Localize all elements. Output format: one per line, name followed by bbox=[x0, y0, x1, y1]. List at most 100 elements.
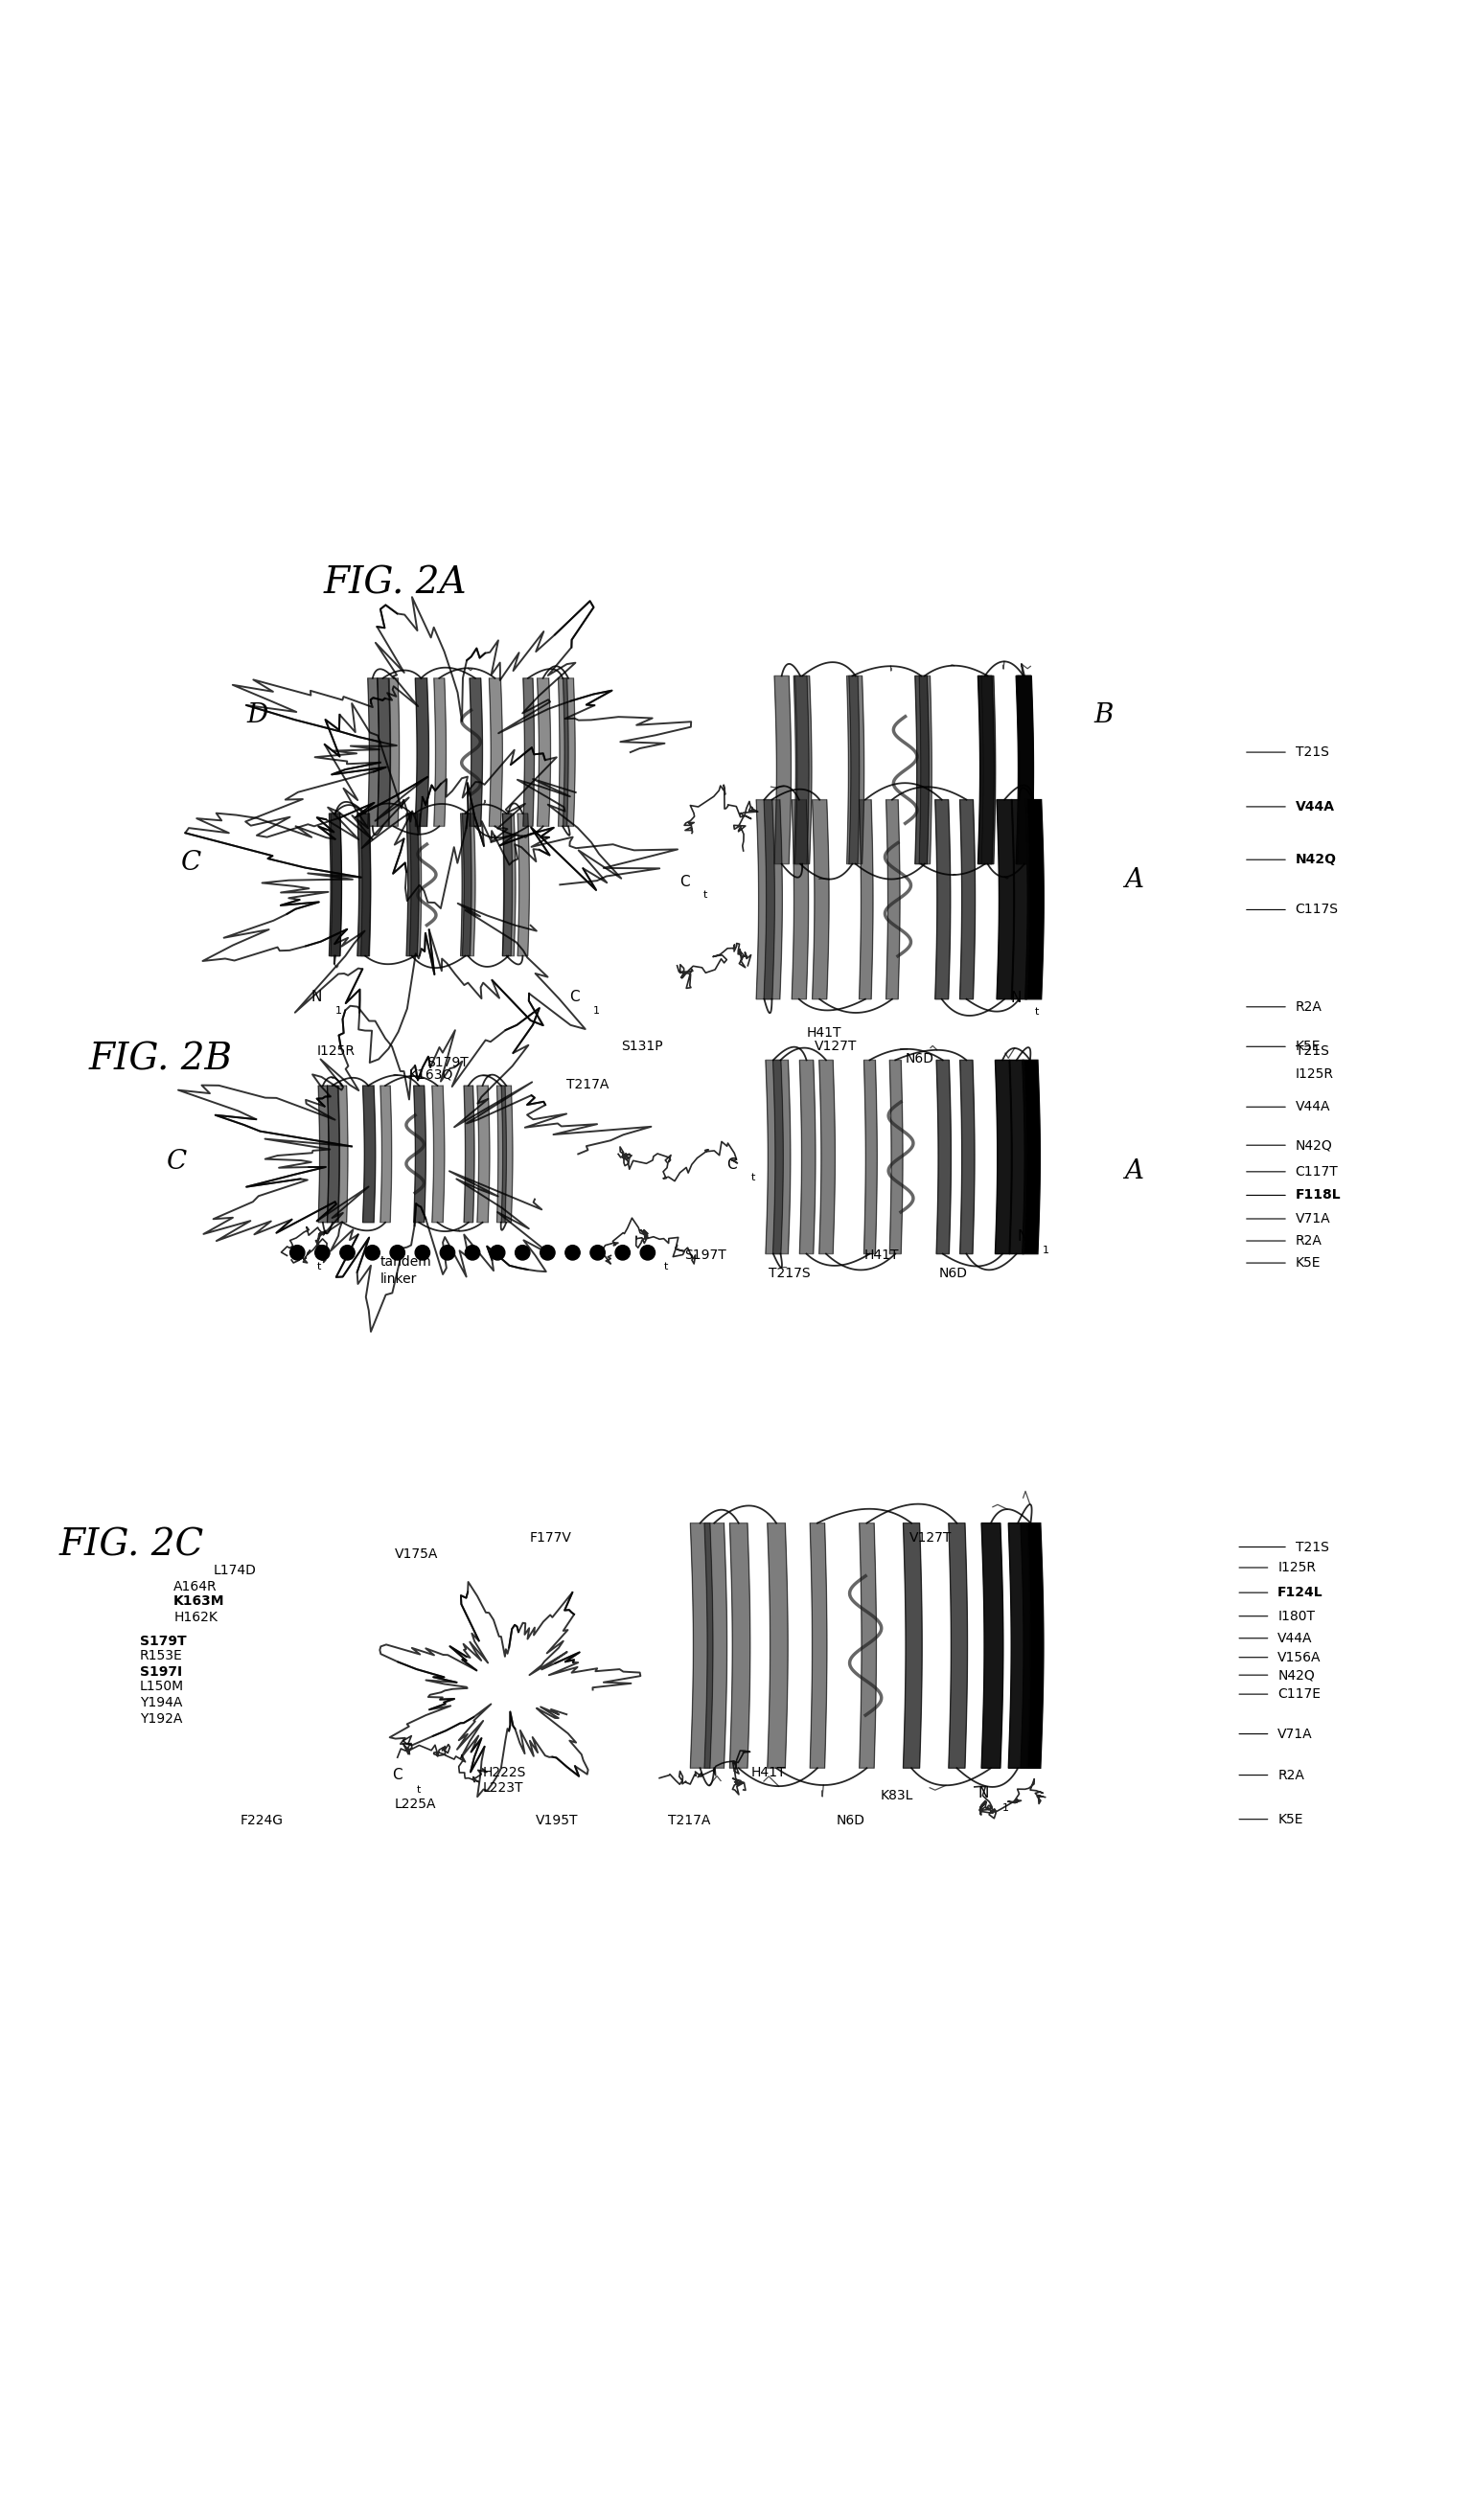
Text: V156A: V156A bbox=[1278, 1651, 1322, 1663]
Text: t: t bbox=[1035, 1008, 1039, 1016]
Text: C: C bbox=[181, 849, 202, 874]
Circle shape bbox=[440, 1245, 455, 1260]
Text: N6D: N6D bbox=[836, 1814, 866, 1827]
Polygon shape bbox=[406, 814, 420, 955]
Polygon shape bbox=[849, 675, 864, 864]
Circle shape bbox=[565, 1245, 580, 1260]
Text: N: N bbox=[291, 1245, 303, 1260]
Text: K5E: K5E bbox=[1295, 1257, 1320, 1270]
Text: N42Q: N42Q bbox=[1278, 1668, 1314, 1681]
Text: t: t bbox=[316, 1263, 321, 1270]
Polygon shape bbox=[415, 678, 428, 827]
Text: I125R: I125R bbox=[1278, 1560, 1316, 1575]
Polygon shape bbox=[327, 1086, 339, 1222]
Polygon shape bbox=[773, 1061, 790, 1255]
Polygon shape bbox=[765, 1061, 783, 1255]
Circle shape bbox=[465, 1245, 480, 1260]
Polygon shape bbox=[846, 675, 860, 864]
Text: FIG. 2C: FIG. 2C bbox=[59, 1527, 203, 1562]
Circle shape bbox=[490, 1245, 505, 1260]
Polygon shape bbox=[380, 1086, 392, 1222]
Text: A164R: A164R bbox=[174, 1580, 218, 1593]
Text: linker: linker bbox=[380, 1273, 417, 1285]
Polygon shape bbox=[977, 675, 994, 864]
Polygon shape bbox=[377, 678, 390, 827]
Text: t: t bbox=[704, 890, 708, 900]
Text: N42Q: N42Q bbox=[1295, 1139, 1332, 1152]
Text: C: C bbox=[640, 1245, 649, 1260]
Polygon shape bbox=[339, 1086, 347, 1222]
Text: C117T: C117T bbox=[1295, 1164, 1338, 1179]
Circle shape bbox=[590, 1245, 605, 1260]
Polygon shape bbox=[864, 1061, 877, 1255]
Circle shape bbox=[415, 1245, 430, 1260]
Text: A: A bbox=[1123, 1159, 1144, 1184]
Circle shape bbox=[315, 1245, 330, 1260]
Polygon shape bbox=[889, 1061, 902, 1255]
Text: V127T: V127T bbox=[814, 1041, 857, 1053]
Text: T21S: T21S bbox=[1295, 1043, 1329, 1058]
Polygon shape bbox=[810, 1522, 827, 1769]
Polygon shape bbox=[982, 1522, 1004, 1769]
Polygon shape bbox=[368, 678, 378, 827]
Text: H41T: H41T bbox=[807, 1026, 842, 1041]
Polygon shape bbox=[795, 675, 811, 864]
Polygon shape bbox=[936, 1061, 951, 1255]
Polygon shape bbox=[1023, 1061, 1041, 1255]
Text: R2A: R2A bbox=[1295, 1000, 1322, 1013]
Circle shape bbox=[340, 1245, 355, 1260]
Polygon shape bbox=[1016, 675, 1033, 864]
Text: C: C bbox=[166, 1149, 187, 1174]
Circle shape bbox=[640, 1245, 655, 1260]
Polygon shape bbox=[537, 678, 551, 827]
Text: tandem: tandem bbox=[380, 1255, 431, 1268]
Text: S131P: S131P bbox=[621, 1041, 662, 1053]
Polygon shape bbox=[774, 675, 790, 864]
Polygon shape bbox=[362, 1086, 375, 1222]
Text: I180T: I180T bbox=[1278, 1610, 1314, 1623]
Polygon shape bbox=[489, 678, 502, 827]
Polygon shape bbox=[1017, 675, 1033, 864]
Polygon shape bbox=[518, 814, 530, 955]
Polygon shape bbox=[799, 1061, 815, 1255]
Text: T21S: T21S bbox=[1295, 1540, 1329, 1555]
Polygon shape bbox=[523, 678, 534, 827]
Text: H162K: H162K bbox=[174, 1610, 218, 1625]
Polygon shape bbox=[690, 1522, 712, 1769]
Circle shape bbox=[615, 1245, 630, 1260]
Text: I125R: I125R bbox=[316, 1043, 355, 1058]
Text: S197T: S197T bbox=[684, 1250, 726, 1263]
Text: N6D: N6D bbox=[905, 1051, 935, 1066]
Text: L174D: L174D bbox=[213, 1565, 256, 1578]
Text: V71A: V71A bbox=[1278, 1726, 1313, 1741]
Polygon shape bbox=[562, 678, 576, 827]
Text: V195T: V195T bbox=[536, 1814, 578, 1827]
Text: 1: 1 bbox=[1042, 1245, 1050, 1255]
Text: t: t bbox=[417, 1784, 421, 1794]
Polygon shape bbox=[764, 799, 782, 998]
Text: t: t bbox=[664, 1263, 668, 1270]
Polygon shape bbox=[414, 1086, 425, 1222]
Text: t: t bbox=[751, 1174, 755, 1182]
Polygon shape bbox=[470, 678, 483, 827]
Text: N42Q: N42Q bbox=[1295, 852, 1337, 867]
Circle shape bbox=[365, 1245, 380, 1260]
Polygon shape bbox=[477, 1086, 490, 1222]
Text: K5E: K5E bbox=[1278, 1812, 1303, 1827]
Polygon shape bbox=[1025, 799, 1044, 998]
Text: L223T: L223T bbox=[483, 1782, 524, 1794]
Text: C117S: C117S bbox=[1295, 902, 1338, 917]
Text: C: C bbox=[570, 990, 578, 1005]
Text: V127T: V127T bbox=[910, 1532, 952, 1545]
Text: N: N bbox=[1017, 1230, 1029, 1245]
Text: K163M: K163M bbox=[174, 1595, 225, 1608]
Polygon shape bbox=[331, 814, 342, 955]
Text: N: N bbox=[311, 990, 322, 1005]
Polygon shape bbox=[757, 799, 774, 998]
Text: FIG. 2A: FIG. 2A bbox=[324, 564, 467, 600]
Text: T217A: T217A bbox=[668, 1814, 711, 1827]
Polygon shape bbox=[813, 799, 829, 998]
Text: N6D: N6D bbox=[939, 1268, 969, 1280]
Polygon shape bbox=[318, 1086, 328, 1222]
Text: H222S: H222S bbox=[483, 1767, 527, 1779]
